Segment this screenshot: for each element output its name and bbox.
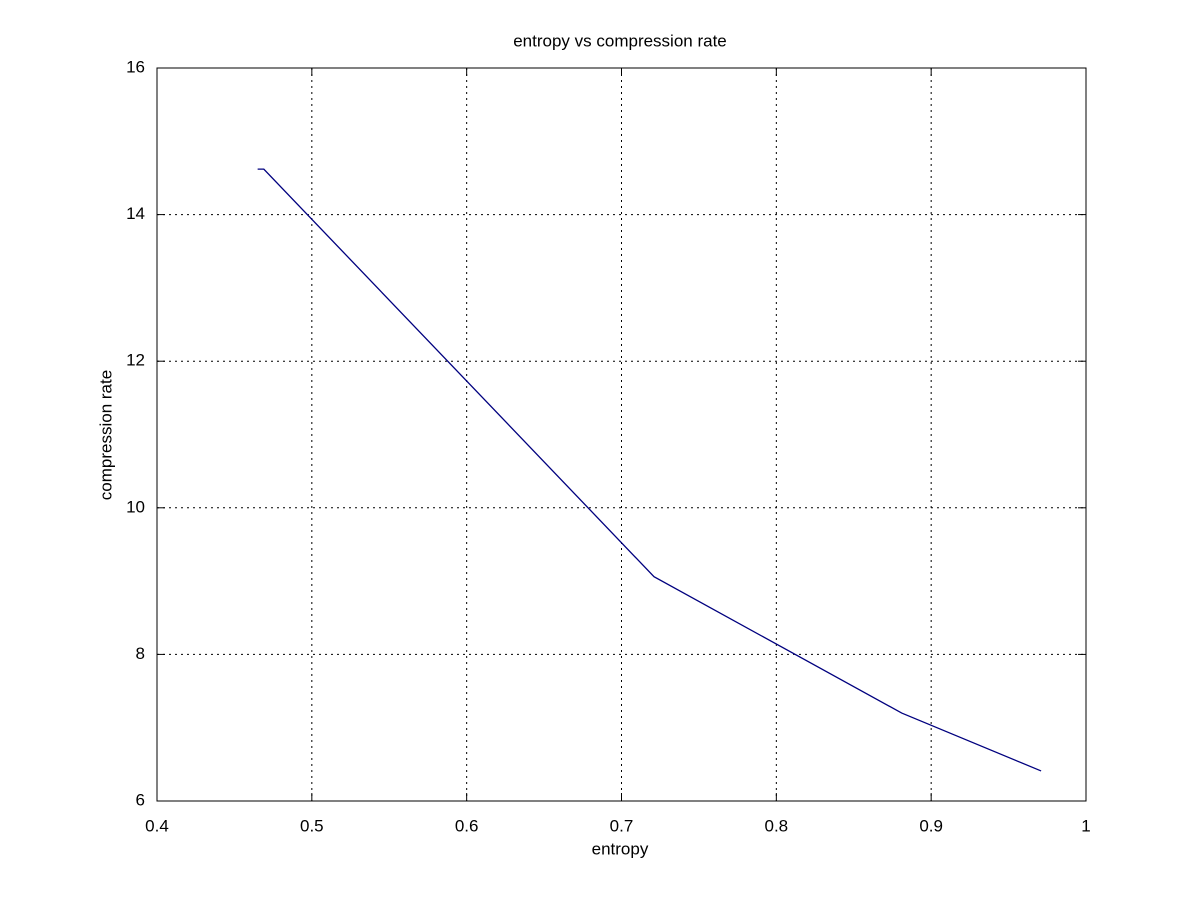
- y-tick-label: 14: [126, 204, 145, 223]
- x-tick-label: 0.7: [610, 816, 634, 835]
- x-tick-label: 0.4: [145, 816, 169, 835]
- y-tick-label: 10: [126, 497, 145, 516]
- x-tick-label: 0.6: [455, 816, 479, 835]
- x-tick-label: 0.5: [300, 816, 324, 835]
- chart-title: entropy vs compression rate: [513, 31, 727, 50]
- x-tick-label: 0.8: [765, 816, 789, 835]
- y-axis-label: compression rate: [96, 370, 115, 500]
- data-line: [257, 168, 1042, 772]
- y-tick-label: 8: [136, 644, 145, 663]
- x-tick-label: 1: [1081, 816, 1090, 835]
- plot-frame: [156, 67, 1087, 802]
- y-tick-label: 6: [136, 790, 145, 809]
- x-axis-label: entropy: [592, 839, 649, 858]
- x-tick-label: 0.9: [919, 816, 943, 835]
- y-tick-label: 16: [126, 57, 145, 76]
- y-tick-label: 12: [126, 351, 145, 370]
